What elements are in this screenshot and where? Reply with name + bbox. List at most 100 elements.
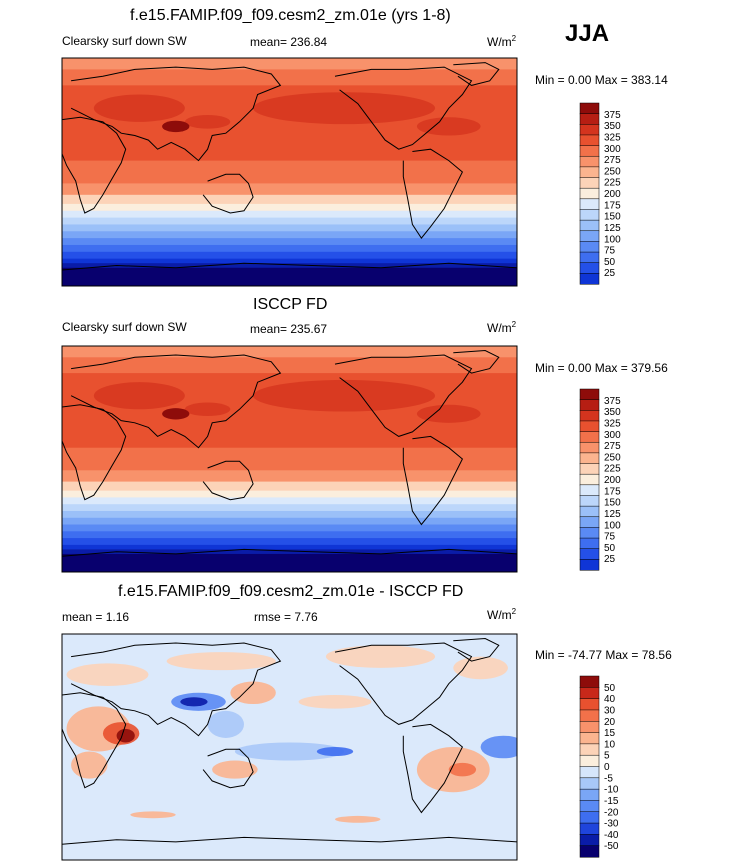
coastline [202,748,254,789]
colorbar-swatch [579,788,600,801]
colorbar-tick-label: -40 [604,830,619,841]
map-field-2 [62,346,517,572]
colorbar-tick-label: 200 [604,475,621,486]
zonal-band [62,553,517,572]
panel1-units-base: W/m [487,35,512,49]
zonal-band [62,203,517,212]
season-label: JJA [565,20,610,47]
colorbar-swatch [579,399,600,411]
panel1-variable-label: Clearsky surf down SW [62,34,187,48]
panel1-mean: mean= 236.84 [250,35,328,49]
anomaly-region [66,663,149,686]
zonal-band [62,210,517,219]
zonal-band [62,346,517,358]
colorbar-2: 3753503253002752502252001751501251007550… [579,388,621,571]
map-frame [61,345,518,573]
colorbar-swatch [579,721,600,734]
map-frame [61,633,518,861]
colorbar-tick-label: 325 [604,132,621,143]
zonal-band [62,69,517,86]
zonal-band [62,58,517,70]
coastline [334,642,473,725]
zonal-band [62,447,517,471]
field-maximum [416,117,481,136]
colorbar-tick-label: 125 [604,509,621,520]
field-maximum [184,115,231,129]
colorbar-swatch [579,505,600,518]
colorbar-swatch [579,495,600,507]
map-field-1 [62,58,517,286]
coastline [70,354,282,449]
colorbar-tick-label: 350 [604,121,621,132]
panel3-mean: mean = 1.16 [62,610,130,624]
colorbar-tick-label: 275 [604,441,621,452]
coastline [334,66,473,150]
colorbar-swatch [579,145,600,157]
colorbar-tick-label: 25 [604,554,616,565]
zonal-band [62,497,517,505]
field-peak [162,120,190,133]
colorbar-tick-label: 325 [604,418,621,429]
coastline [453,637,500,662]
anomaly-region [116,728,135,743]
field-maximum [416,404,481,423]
colorbar-swatch [579,537,600,550]
colorbar-tick-label: 200 [604,189,621,200]
colorbar-tick-label: 125 [604,223,621,234]
colorbar-swatch [579,102,600,115]
panel1-units: W/m2 [487,34,516,49]
colorbar-tick-label: -20 [604,807,619,818]
anomaly-region [230,681,276,705]
zonal-band [62,531,517,539]
colorbar-swatch [579,811,600,824]
colorbar-swatch [579,698,600,711]
coastline [70,642,282,737]
colorbar-tick-label: 100 [604,234,621,245]
anomaly-region [298,695,372,709]
zonal-band [62,524,517,532]
zonal-band [62,357,517,374]
colorbar-tick-label: 150 [604,212,621,223]
coastline [453,62,500,86]
anomaly-region [180,697,208,707]
colorbar-swatch [579,463,600,475]
anomaly-region [212,760,258,779]
zonal-band [62,194,517,205]
colorbar-tick-label: -10 [604,785,619,796]
colorbar-swatch [579,548,600,560]
zonal-band [62,549,517,555]
anomaly-region [234,742,345,761]
coastline [62,692,127,789]
colorbar-swatch [579,754,600,768]
coastline [402,723,464,814]
panel3-units-base: W/m [487,608,512,622]
colorbar-swatch [579,559,600,571]
coastline [402,148,464,239]
colorbar-tick-label: 50 [604,543,616,554]
colorbar-swatch [579,709,600,722]
colorbar-tick-label: 300 [604,430,621,441]
zonal-band [62,538,517,546]
map-field-3 [62,634,517,860]
zonal-band [62,517,517,526]
colorbar-swatch [579,777,600,790]
colorbar-tick-label: 50 [604,257,616,268]
colorbar-swatch [579,420,600,433]
colorbar-tick-label: 175 [604,486,621,497]
zonal-band [62,481,517,492]
coastline [62,548,517,557]
colorbar-swatch [579,732,600,745]
zonal-band [62,251,517,260]
panel3-minmax: Min = -74.77 Max = 78.56 [535,648,672,662]
colorbar-swatch [579,251,600,264]
colorbar-swatch [579,177,600,189]
map-panel-2 [61,345,518,573]
coastline [62,404,127,501]
colorbar-swatch [579,441,600,454]
coastline [62,836,517,845]
zonal-band [62,238,517,246]
anomaly-region [453,656,508,680]
anomaly-region [325,645,436,668]
colorbar-tick-label: 225 [604,178,621,189]
